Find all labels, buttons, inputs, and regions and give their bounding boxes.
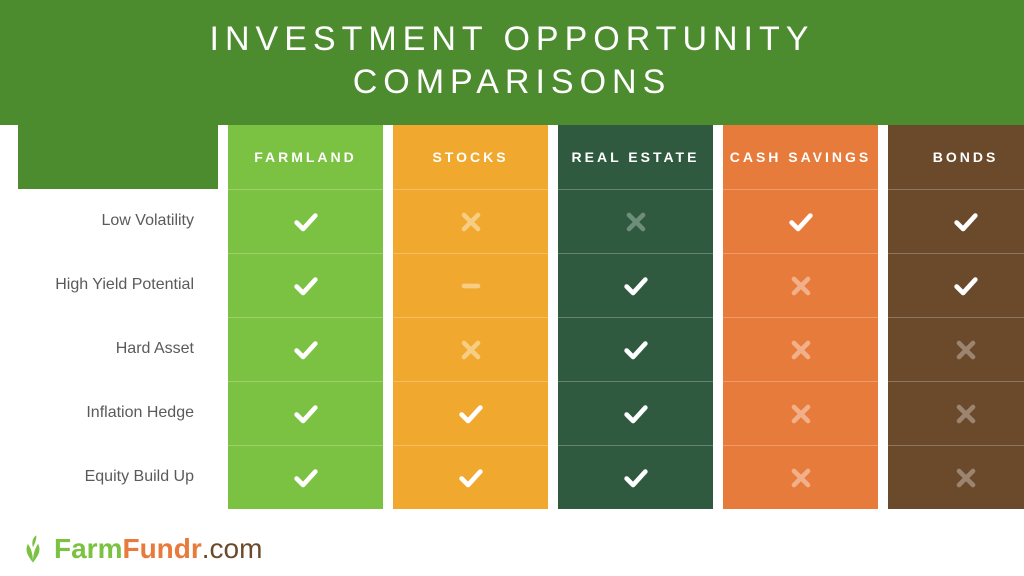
table-corner (18, 125, 218, 189)
table-cell (558, 445, 713, 509)
table-cell (723, 445, 878, 509)
page-title: INVESTMENT OPPORTUNITY COMPARISONS (0, 18, 1024, 103)
table-cell (723, 381, 878, 445)
logo-part-1: Farm (54, 533, 122, 565)
check-icon (622, 272, 650, 300)
brand-logo: FarmFundr.com (16, 532, 262, 566)
column-header: FARMLAND (228, 125, 383, 189)
cross-icon (787, 336, 815, 364)
comparison-table: INVESTMENT OPPORTUNITY COMPARISONS FARML… (0, 0, 1024, 509)
table-cell (888, 253, 1024, 317)
check-icon (622, 336, 650, 364)
cross-icon (787, 400, 815, 428)
cross-icon (952, 464, 980, 492)
cross-icon (952, 336, 980, 364)
row-label: Equity Build Up (18, 445, 218, 509)
cross-icon (622, 208, 650, 236)
row-label: Low Volatility (18, 189, 218, 253)
check-icon (622, 464, 650, 492)
column-header: CASH SAVINGS (723, 125, 878, 189)
title-banner: INVESTMENT OPPORTUNITY COMPARISONS (0, 0, 1024, 125)
check-icon (292, 336, 320, 364)
check-icon (292, 400, 320, 428)
table-cell (228, 189, 383, 253)
table-cell (393, 189, 548, 253)
table-cell (723, 253, 878, 317)
table-cell (228, 253, 383, 317)
cross-icon (787, 272, 815, 300)
table-cell (393, 253, 548, 317)
check-icon (292, 208, 320, 236)
table-cell (228, 317, 383, 381)
table-cell (228, 381, 383, 445)
cross-icon (457, 336, 485, 364)
column-header: BONDS (888, 125, 1024, 189)
table-cell (888, 189, 1024, 253)
logo-part-3: .com (202, 533, 263, 565)
table-cell (393, 317, 548, 381)
table-cell (228, 445, 383, 509)
table-cell (723, 189, 878, 253)
leaf-icon (16, 532, 50, 566)
table-cell (558, 317, 713, 381)
check-icon (457, 464, 485, 492)
table-cell (888, 381, 1024, 445)
dash-icon (457, 272, 485, 300)
table-cell (723, 317, 878, 381)
check-icon (292, 464, 320, 492)
check-icon (457, 400, 485, 428)
row-label: High Yield Potential (18, 253, 218, 317)
cross-icon (787, 464, 815, 492)
table-cell (558, 381, 713, 445)
column-header: STOCKS (393, 125, 548, 189)
column-header: REAL ESTATE (558, 125, 713, 189)
table-cell (393, 381, 548, 445)
title-line-1: INVESTMENT OPPORTUNITY (210, 20, 815, 58)
cross-icon (952, 400, 980, 428)
table-cell (558, 189, 713, 253)
table-cell (888, 445, 1024, 509)
table-cell (888, 317, 1024, 381)
title-line-2: COMPARISONS (353, 63, 672, 101)
row-label: Hard Asset (18, 317, 218, 381)
check-icon (292, 272, 320, 300)
table-cell (558, 253, 713, 317)
check-icon (952, 208, 980, 236)
table-cell (393, 445, 548, 509)
logo-part-2: Fundr (122, 533, 201, 565)
check-icon (622, 400, 650, 428)
cross-icon (457, 208, 485, 236)
row-label: Inflation Hedge (18, 381, 218, 445)
check-icon (952, 272, 980, 300)
check-icon (787, 208, 815, 236)
